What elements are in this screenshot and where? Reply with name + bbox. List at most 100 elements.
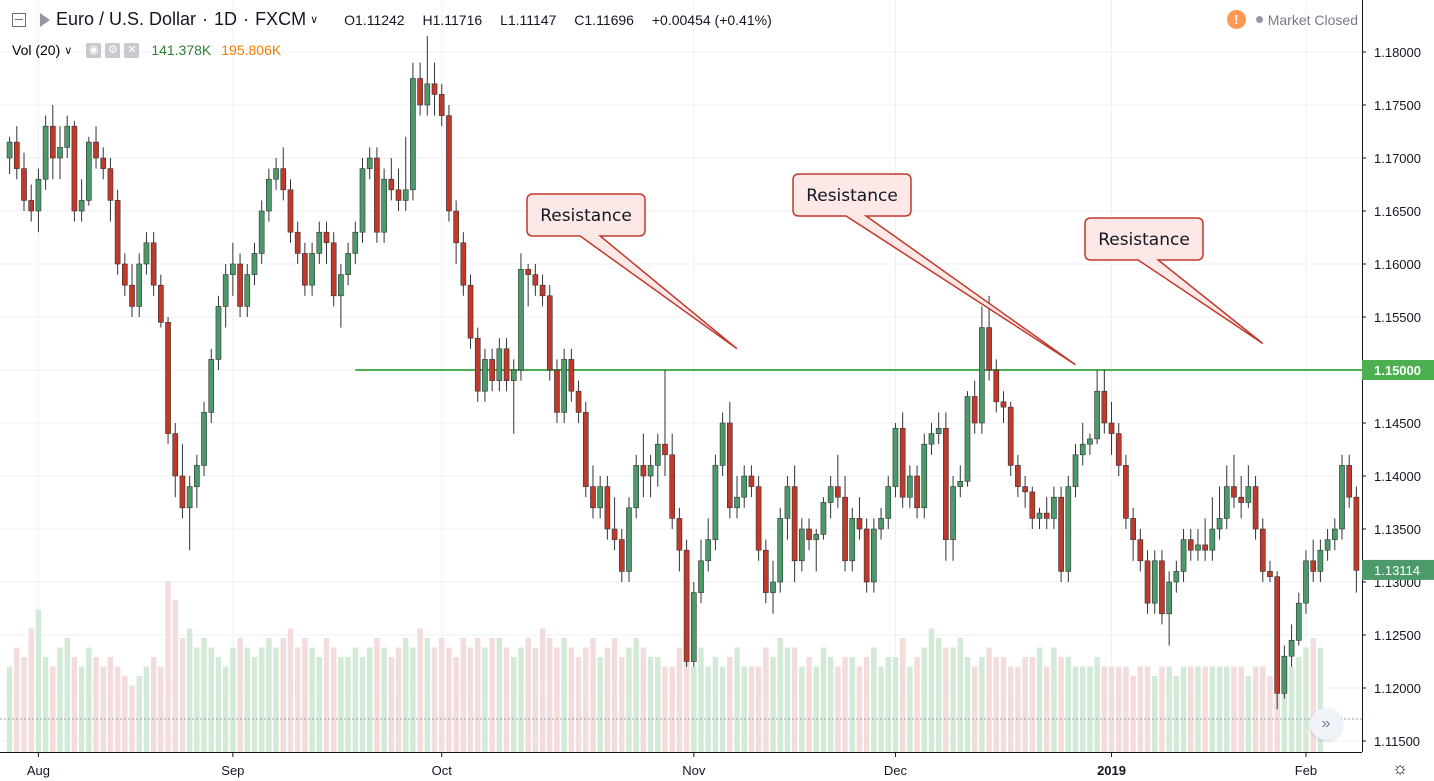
candle-down (1015, 465, 1021, 487)
candle-up (647, 465, 654, 477)
symbol-name[interactable]: Euro / U.S. Dollar (56, 9, 197, 29)
candle-up (813, 533, 820, 540)
resistance-price-tag (1362, 360, 1434, 380)
price-axis[interactable] (1362, 0, 1434, 781)
volume-bar (158, 666, 164, 752)
volume-bar (633, 638, 639, 752)
volume-bar (359, 657, 366, 752)
candle-up (1288, 639, 1295, 657)
volume-bar (14, 647, 20, 752)
chart-header: Euro / U.S. Dollar · 1D · FXCM ∨ O1.1124… (0, 0, 1434, 44)
volume-bar (1144, 666, 1151, 752)
candle-up (1281, 655, 1288, 694)
candle-down (914, 475, 920, 509)
volume-chevron-icon[interactable]: ∨ (64, 44, 73, 57)
candle-down (1115, 433, 1122, 466)
gear-icon[interactable]: ⚙ (105, 42, 121, 58)
candle-down (575, 390, 582, 413)
candle-down (280, 168, 287, 191)
eye-icon[interactable]: ◉ (86, 42, 102, 58)
candle-down (114, 200, 121, 265)
scroll-to-realtime-button[interactable]: » (1310, 708, 1342, 740)
candle-up (86, 141, 92, 201)
volume-bar (741, 666, 747, 752)
chevron-down-icon[interactable]: ∨ (310, 14, 319, 26)
volume-bar (691, 666, 697, 752)
volume-bar (345, 657, 351, 752)
candle-down (287, 189, 294, 233)
candle-up (957, 480, 964, 487)
volume-bar (1029, 657, 1036, 752)
volume-bar (748, 666, 755, 752)
candle-down (1259, 528, 1266, 572)
candle-down (237, 263, 243, 307)
volume-label[interactable]: Vol (20) (12, 42, 61, 58)
volume-bar (179, 638, 186, 752)
volume-bar (856, 666, 863, 752)
candle-up (1173, 571, 1180, 583)
collapse-icon[interactable] (12, 12, 26, 27)
candle-up (352, 231, 359, 254)
volume-bar (950, 647, 956, 752)
volume-bar (511, 657, 517, 752)
callout-label: Resistance (1098, 230, 1190, 250)
volume-bar (1317, 647, 1324, 752)
candle-up (1223, 486, 1230, 519)
candle-up (1072, 454, 1079, 487)
candle-down (1252, 486, 1259, 530)
candle-up (1166, 581, 1172, 615)
y-tick-label: 1.14500 (1374, 416, 1421, 431)
candle-up (273, 168, 279, 180)
candle-down (1274, 576, 1280, 694)
candle-up (266, 178, 272, 212)
volume-bar (1087, 666, 1093, 752)
close-value: C1.11696 (574, 11, 634, 28)
volume-bar (835, 666, 841, 752)
candle-up (690, 592, 697, 662)
candle-down (726, 422, 733, 509)
candle-down (150, 242, 157, 286)
volume-bar (1072, 666, 1079, 752)
candle-up (186, 486, 193, 509)
candle-down (28, 200, 35, 212)
candle-up (424, 83, 431, 106)
candle-down (1123, 465, 1129, 519)
volume-bar (763, 647, 769, 752)
open-value: O1.11242 (344, 11, 405, 28)
candle-down (294, 231, 301, 254)
volume-bar (302, 638, 308, 752)
candle-up (1087, 438, 1093, 445)
candle-down (1187, 539, 1194, 551)
candle-up (57, 147, 63, 159)
candle-up (366, 157, 373, 169)
volume-bar (496, 638, 503, 752)
candle-up (42, 125, 49, 180)
flag-icon (40, 12, 50, 27)
candle-down (1022, 486, 1028, 493)
interval-label[interactable]: 1D (214, 9, 238, 29)
volume-bar (640, 647, 647, 752)
candle-down (683, 549, 690, 662)
volume-bar (698, 647, 704, 752)
warning-icon[interactable]: ! (1226, 10, 1246, 29)
volume-bar (532, 647, 539, 752)
status-dot-icon (1255, 16, 1263, 23)
candle-up (1245, 486, 1252, 503)
settings-gear-icon[interactable]: ☼ (1391, 758, 1409, 778)
candle-down (971, 396, 978, 424)
volume-ma-value: 195.806K (221, 42, 282, 58)
candle-down (863, 528, 870, 583)
volume-bar (1267, 676, 1273, 752)
candle-down (179, 475, 186, 509)
close-icon[interactable]: ✕ (124, 42, 140, 58)
candle-up (359, 168, 366, 233)
candle-up (258, 210, 265, 254)
candle-down (165, 321, 171, 434)
volume-bar (575, 657, 582, 752)
volume-bar (107, 657, 114, 752)
volume-bar (626, 647, 632, 752)
exchange-label[interactable]: FXCM (255, 9, 307, 29)
candle-up (410, 78, 416, 191)
